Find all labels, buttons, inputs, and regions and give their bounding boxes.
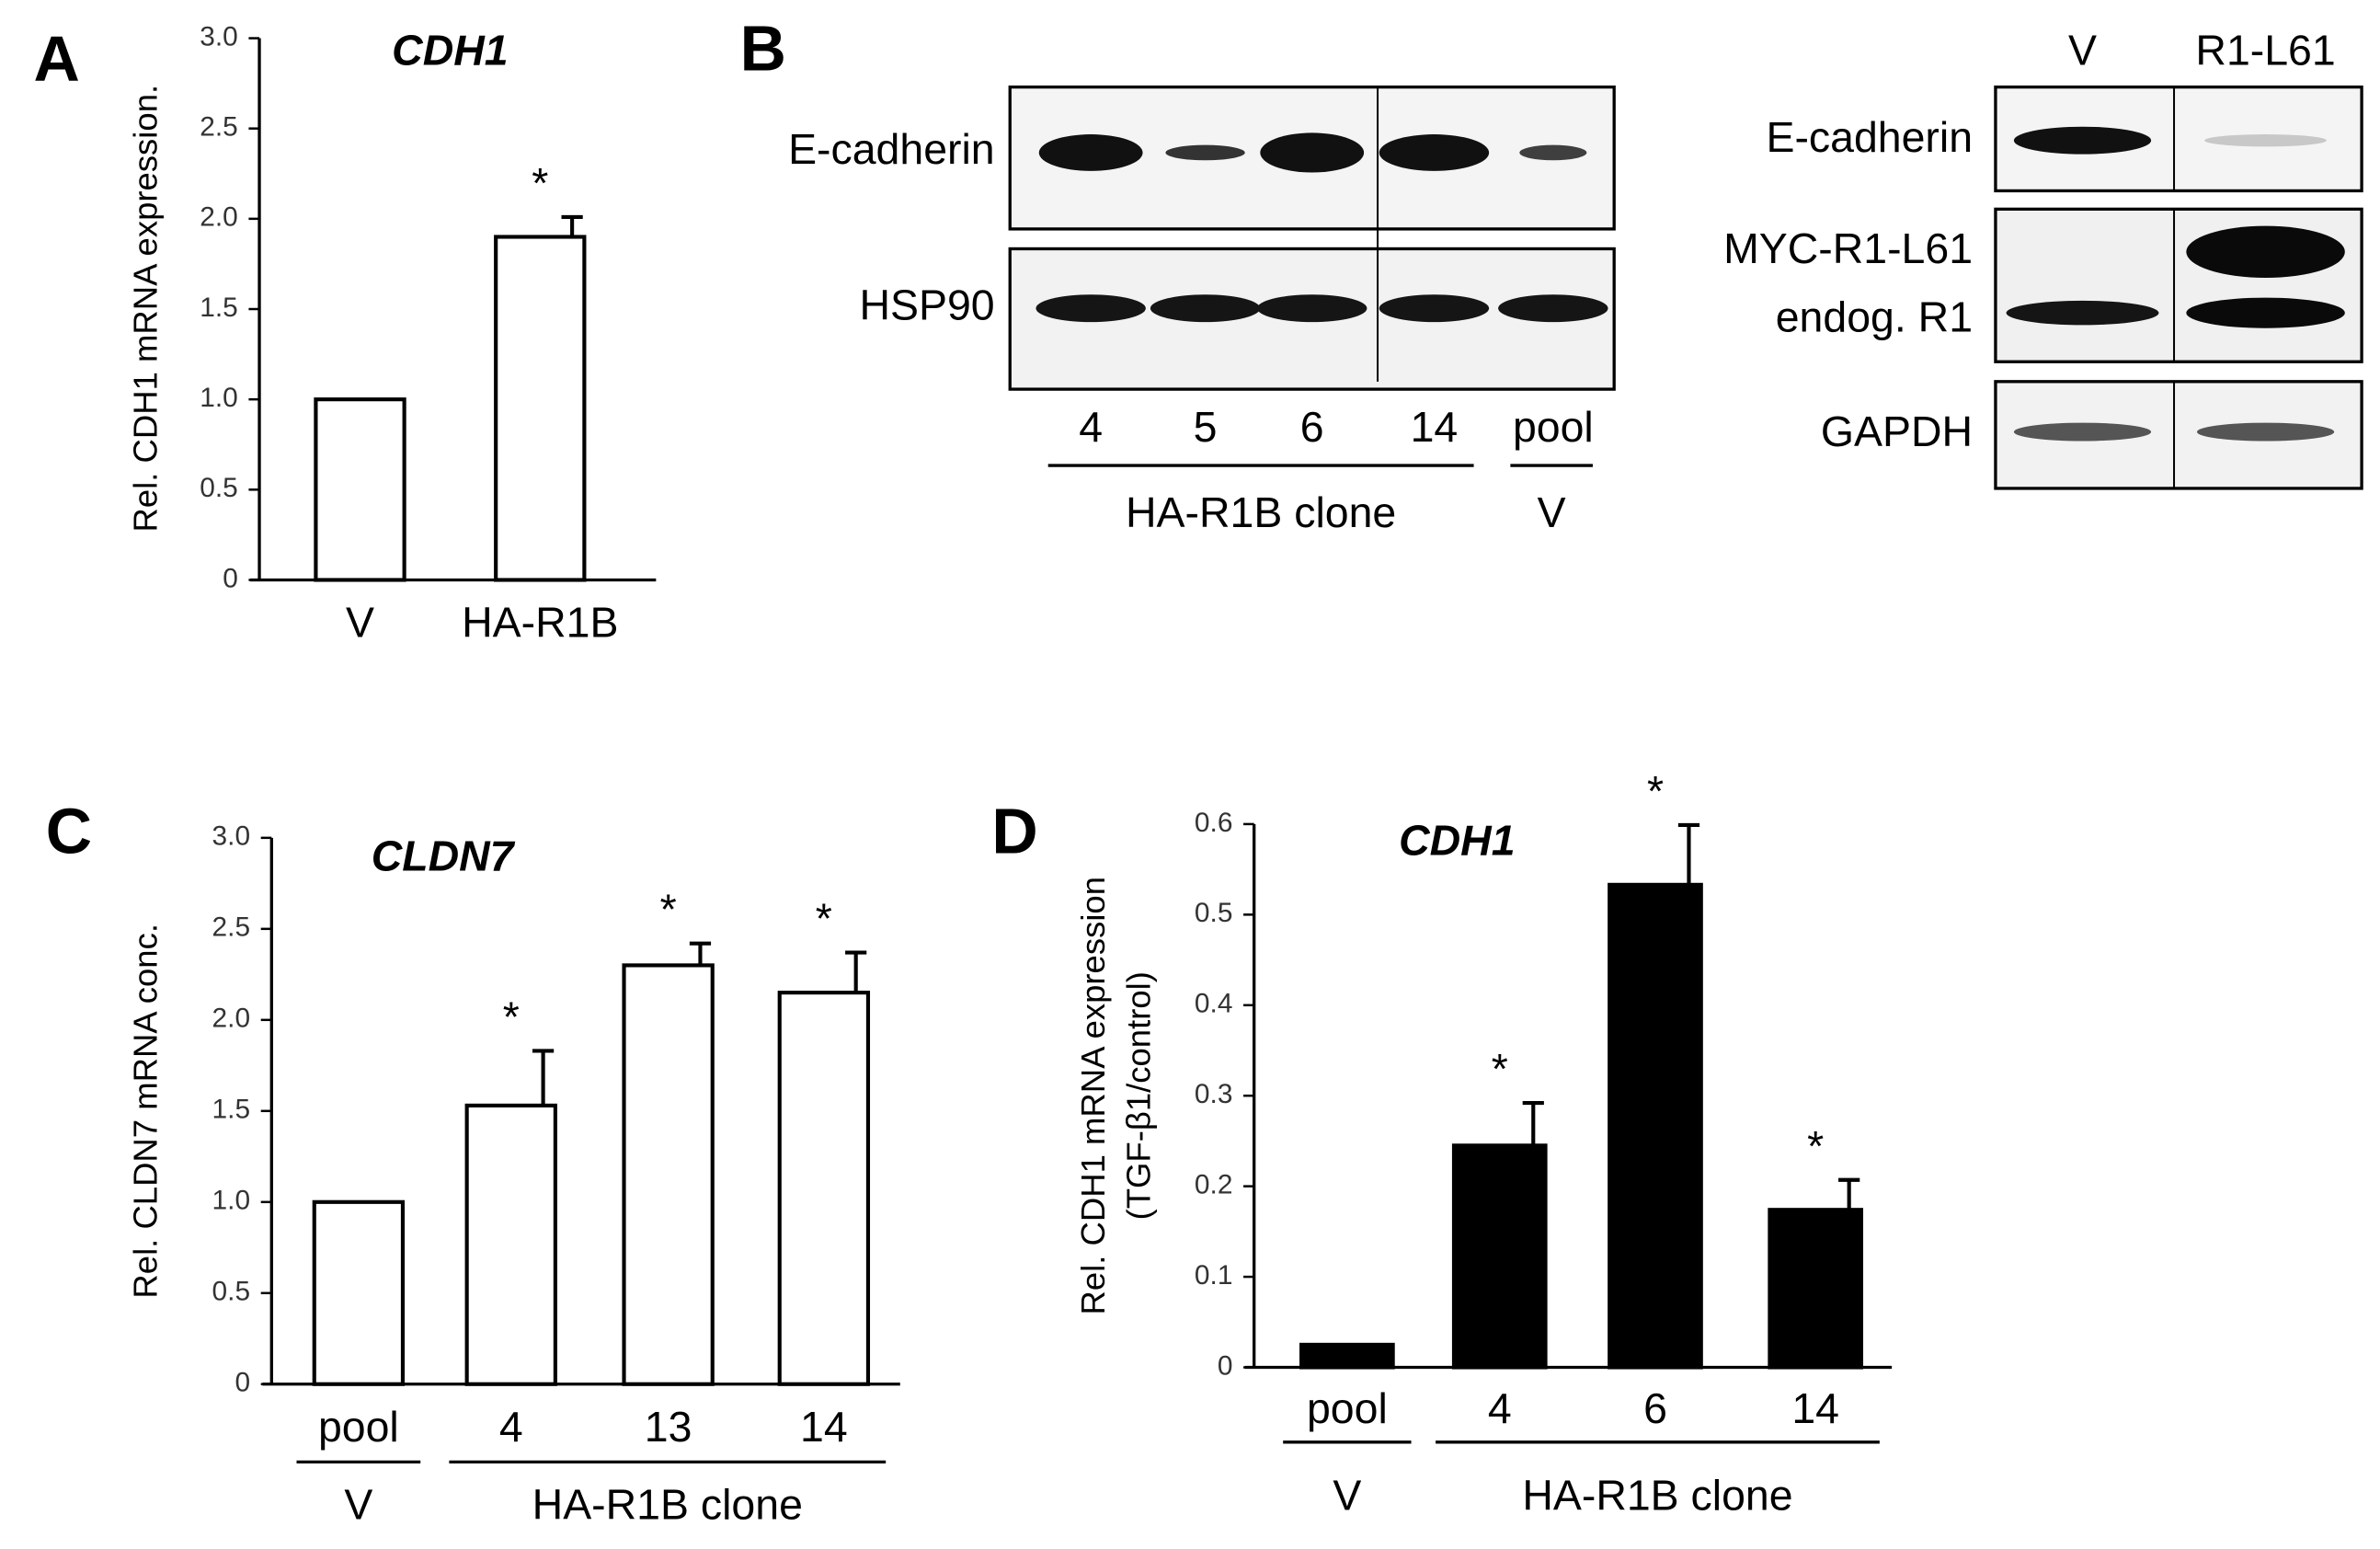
- y-tick-label: 0.5: [200, 473, 238, 503]
- row-label: GAPDH: [1821, 407, 1973, 455]
- lane-label: pool: [1513, 403, 1594, 451]
- y-tick-label: 0: [1218, 1350, 1233, 1381]
- chart-title: CLDN7: [372, 832, 516, 879]
- chart-title: CDH1: [392, 26, 508, 74]
- band: [2013, 126, 2152, 155]
- x-tick-label: 13: [645, 1403, 692, 1451]
- y-axis-label: (TGF-β1/control): [1120, 971, 1158, 1220]
- row-label: endog. R1: [1776, 293, 1973, 341]
- band: [1256, 294, 1367, 323]
- chart-title: CDH1: [1399, 817, 1515, 865]
- lane-label: 4: [1079, 403, 1103, 451]
- panel-letter: D: [991, 796, 1037, 867]
- band: [2013, 422, 2152, 442]
- panel-letter: C: [46, 796, 92, 867]
- group-label: HA-R1B clone: [1522, 1471, 1792, 1519]
- band: [2006, 300, 2159, 326]
- row-label: E-cadherin: [788, 125, 995, 173]
- x-tick-label: 4: [1488, 1384, 1512, 1432]
- y-axis-label: Rel. CDH1 mRNA expression: [1074, 877, 1112, 1314]
- y-tick-label: 0: [223, 563, 238, 593]
- band: [2186, 297, 2345, 328]
- panel-letter: B: [740, 13, 786, 85]
- y-tick-label: 0.2: [1195, 1170, 1233, 1200]
- band: [2186, 225, 2345, 279]
- y-tick-label: 2.0: [200, 202, 238, 233]
- y-tick-label: 3.0: [212, 821, 251, 852]
- y-axis-label: Rel. CDH1 mRNA expression.: [127, 85, 165, 533]
- significance-mark: *: [1807, 1122, 1824, 1170]
- band: [1379, 294, 1490, 323]
- y-tick-label: 2.5: [212, 912, 251, 943]
- bar: [1768, 1208, 1864, 1370]
- bar: [1608, 882, 1703, 1370]
- bar: [622, 963, 715, 1386]
- x-tick-label: V: [346, 599, 374, 647]
- lane-label: 5: [1194, 403, 1218, 451]
- group-label: HA-R1B clone: [1126, 488, 1396, 536]
- x-tick-label: HA-R1B: [462, 599, 618, 647]
- y-tick-label: 1.0: [212, 1186, 251, 1216]
- band: [1260, 132, 1365, 173]
- lane-label: V: [2068, 26, 2097, 74]
- significance-mark: *: [1647, 767, 1664, 815]
- x-tick-label: 6: [1643, 1384, 1667, 1432]
- group-label: V: [1538, 488, 1566, 536]
- group-label: V: [344, 1480, 372, 1528]
- bar: [312, 1199, 406, 1386]
- significance-mark: *: [816, 895, 832, 943]
- band: [2204, 134, 2327, 147]
- row-label: E-cadherin: [1766, 113, 1973, 161]
- bar: [464, 1103, 557, 1386]
- y-tick-label: 2.5: [200, 112, 238, 143]
- band: [1150, 294, 1261, 323]
- x-tick-label: pool: [318, 1403, 399, 1451]
- x-tick-label: 14: [800, 1403, 848, 1451]
- y-tick-label: 1.5: [212, 1095, 251, 1125]
- y-tick-label: 3.0: [200, 21, 238, 52]
- lane-label: R1-L61: [2195, 26, 2335, 74]
- band: [1036, 294, 1146, 323]
- x-tick-label: pool: [1307, 1384, 1388, 1432]
- y-tick-label: 0.1: [1195, 1260, 1233, 1291]
- y-tick-label: 1.0: [200, 383, 238, 413]
- band: [1379, 134, 1490, 171]
- y-axis-label: Rel. CLDN7 mRNA conc.: [127, 924, 165, 1299]
- bar: [314, 397, 406, 582]
- y-tick-label: 1.5: [200, 293, 238, 323]
- x-tick-label: 4: [499, 1403, 523, 1451]
- y-tick-label: 0.5: [212, 1277, 251, 1307]
- band: [1519, 144, 1587, 161]
- significance-mark: *: [1492, 1045, 1508, 1093]
- bar: [777, 991, 871, 1386]
- significance-mark: *: [503, 993, 520, 1041]
- y-tick-label: 2.0: [212, 1004, 251, 1034]
- row-label: MYC-R1-L61: [1723, 224, 1973, 272]
- significance-mark: *: [532, 159, 548, 207]
- band: [2196, 422, 2335, 442]
- band: [1498, 294, 1608, 323]
- y-tick-label: 0.4: [1195, 989, 1233, 1019]
- bar: [1299, 1342, 1395, 1370]
- bar: [494, 235, 587, 582]
- x-tick-label: 14: [1791, 1384, 1839, 1432]
- lane-label: 14: [1411, 403, 1459, 451]
- y-tick-label: 0: [235, 1368, 250, 1398]
- y-tick-label: 0.6: [1195, 808, 1233, 838]
- lane-label: 6: [1300, 403, 1324, 451]
- group-label: V: [1333, 1471, 1361, 1519]
- y-tick-label: 0.5: [1195, 898, 1233, 928]
- significance-mark: *: [660, 886, 677, 934]
- bar: [1451, 1143, 1548, 1370]
- row-label: HSP90: [860, 281, 995, 328]
- band: [1165, 144, 1245, 161]
- panel-letter: A: [33, 23, 79, 95]
- band: [1038, 134, 1143, 171]
- group-label: HA-R1B clone: [532, 1480, 803, 1528]
- y-tick-label: 0.3: [1195, 1079, 1233, 1109]
